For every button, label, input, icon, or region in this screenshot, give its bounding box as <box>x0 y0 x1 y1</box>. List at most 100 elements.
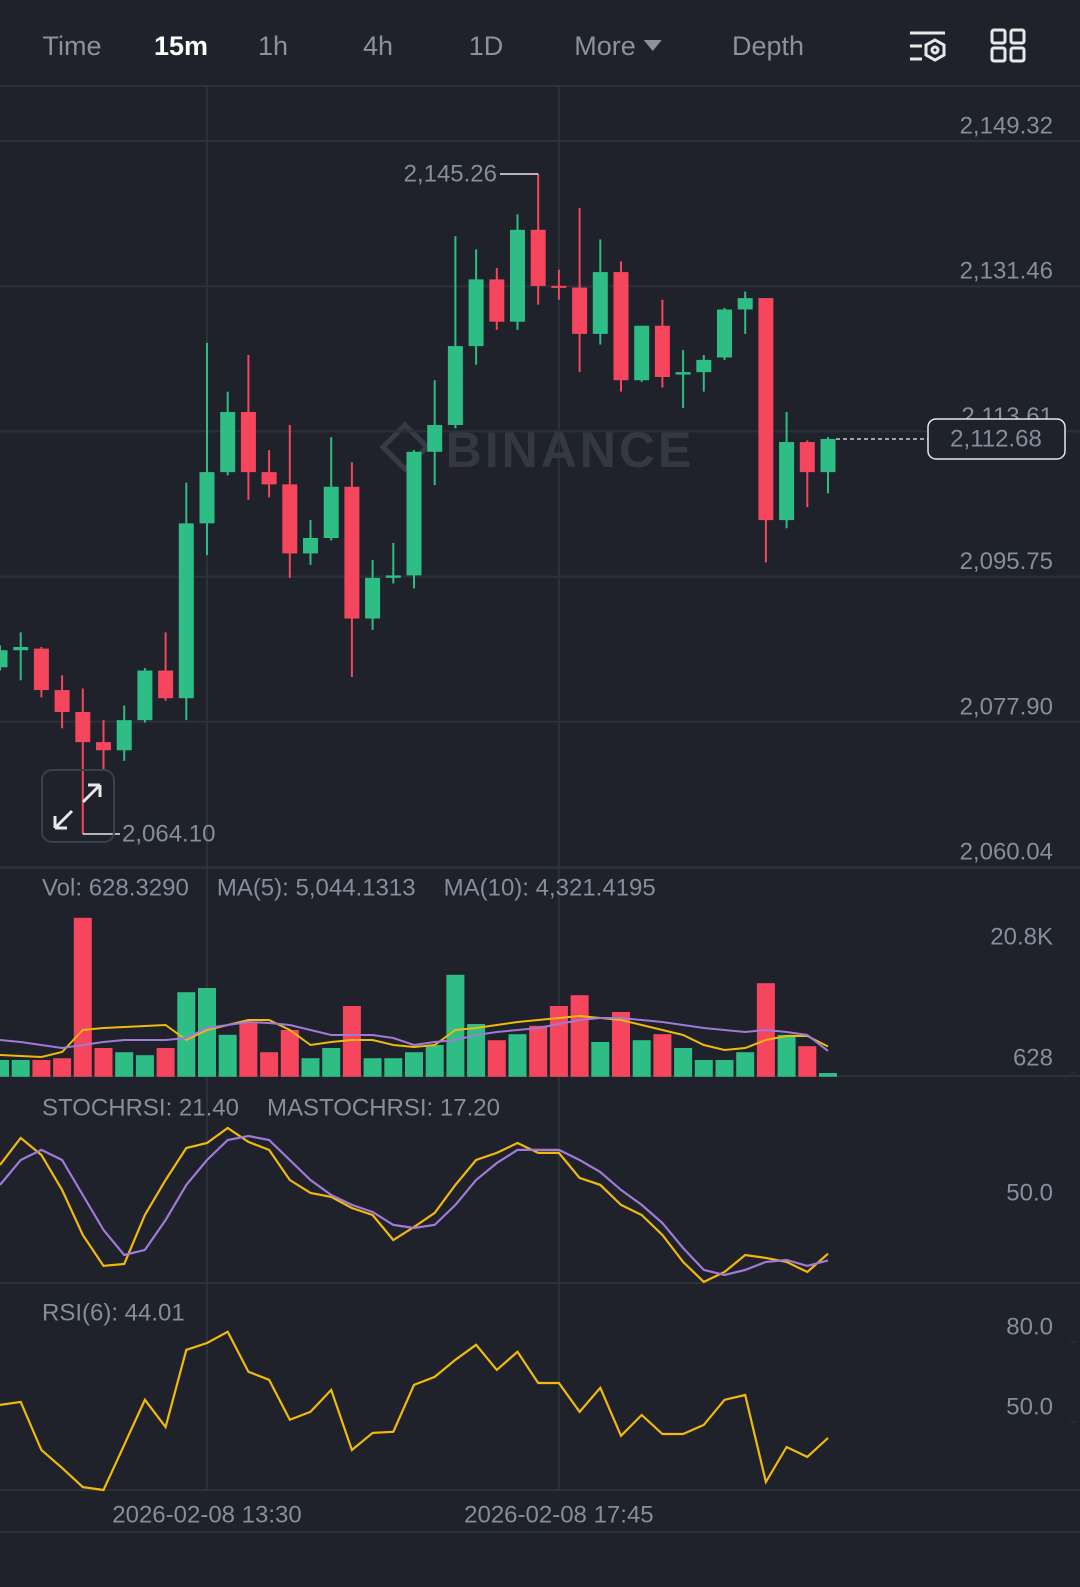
y-tick-label: 2,095.75 <box>960 548 1053 575</box>
candle-body <box>199 472 215 524</box>
max-label: 2,145.26 <box>404 161 497 188</box>
y-tick-label: 2,077.90 <box>960 693 1053 720</box>
candle-body <box>758 298 774 521</box>
y-tick-label: 80.0 <box>1006 1313 1053 1340</box>
volume-bar <box>674 1048 693 1077</box>
volume-bar <box>363 1058 382 1077</box>
candle-body <box>385 575 401 578</box>
legend-entry: MA(10): 4,321.4195 <box>444 875 656 902</box>
candle-body <box>75 712 91 743</box>
min-label: 2,064.10 <box>122 821 215 848</box>
timeframe-tab[interactable]: Time <box>43 31 102 61</box>
timeframe-tab[interactable]: More <box>574 31 636 61</box>
volume-bar <box>570 995 589 1077</box>
candle-body <box>510 229 525 322</box>
candle-body <box>820 438 836 473</box>
volume-bar <box>694 1060 713 1077</box>
y-tick-label: 2,131.46 <box>960 258 1053 285</box>
legend-entry: MASTOCHRSI: 17.20 <box>267 1095 500 1122</box>
volume-bar <box>115 1052 134 1077</box>
volume-bar <box>135 1055 154 1077</box>
volume-bar <box>487 1040 506 1077</box>
indicator-line <box>0 1134 829 1277</box>
indicator-line <box>0 1330 829 1492</box>
candle-body <box>696 359 712 373</box>
volume-bar <box>632 1040 651 1077</box>
timeframe-tabs: Time 15m 1h 4h 1D More Depth <box>43 31 805 61</box>
legend-entry: STOCHRSI: 21.40 <box>42 1095 239 1122</box>
ma-line <box>0 1017 829 1052</box>
volume-bar <box>612 1012 630 1077</box>
volume-bar <box>384 1058 403 1077</box>
volume-bar <box>529 1025 548 1077</box>
candle-body <box>654 325 670 377</box>
volume-bar <box>322 1048 341 1077</box>
candle-body <box>282 484 298 554</box>
candle-body <box>489 279 505 322</box>
candle-body <box>261 472 277 485</box>
candle-body <box>592 272 608 334</box>
candle-body <box>675 372 691 375</box>
volume-bar <box>591 1042 610 1077</box>
timeframe-tab[interactable]: 4h <box>363 31 393 61</box>
volume-bar <box>508 1034 527 1077</box>
watermark-logo <box>379 421 431 473</box>
candle-body <box>344 486 360 619</box>
candle-body <box>158 670 174 699</box>
candle-body <box>178 523 194 699</box>
legend-entry: Vol: 628.3290 <box>42 875 189 902</box>
legend-entry: MA(5): 5,044.1313 <box>217 875 416 902</box>
volume-bar <box>425 1045 444 1077</box>
legend-entry: RSI(6): 44.01 <box>42 1300 185 1327</box>
volume-bar <box>177 992 196 1077</box>
candle-body <box>406 451 422 576</box>
candle-body <box>54 690 70 713</box>
volume-bar <box>446 974 465 1077</box>
candle-body <box>365 577 381 619</box>
plot: 2026-02-08 13:30 2026-02-08 17:45BINANCE2… <box>0 87 1080 1529</box>
expand-button[interactable] <box>41 769 115 843</box>
ma-line <box>0 1014 829 1059</box>
volume-bar <box>715 1060 734 1077</box>
layout-icon[interactable] <box>990 28 1026 63</box>
candle-body <box>634 325 650 381</box>
candle-body <box>717 309 732 358</box>
y-tick-label: 50.0 <box>1006 1179 1053 1206</box>
indicator-settings-icon[interactable] <box>910 31 946 62</box>
y-tick-label: 20.8K <box>990 924 1053 951</box>
candle-body <box>13 646 29 651</box>
candle-body <box>572 287 588 334</box>
volume-bar <box>198 988 216 1077</box>
candle-body <box>468 279 484 347</box>
dropdown-caret <box>643 40 662 51</box>
y-tick-label: 2,149.32 <box>960 112 1053 139</box>
timeframe-tab[interactable]: 1D <box>469 31 504 61</box>
candle-body <box>116 720 132 751</box>
timeframe-tab[interactable]: Depth <box>732 31 804 61</box>
volume-bar <box>53 1058 72 1077</box>
candle-body <box>303 538 318 554</box>
volume-bar <box>94 1048 113 1077</box>
volume-bar <box>467 1024 486 1077</box>
candle-body <box>96 742 111 751</box>
volume-bar <box>239 1022 258 1077</box>
timeframe-tab[interactable]: 1h <box>258 31 288 61</box>
y-tick-label: 628 <box>1013 1045 1053 1072</box>
volume-bar <box>11 1060 30 1077</box>
candle-body <box>551 285 567 288</box>
volume-bar <box>73 917 92 1077</box>
x-tick-label: 2026-02-08 17:45 <box>464 1502 654 1529</box>
volume-bar <box>798 1046 817 1077</box>
volume-bar <box>653 1034 672 1077</box>
x-tick-label: 2026-02-08 13:30 <box>112 1502 302 1529</box>
candle-body <box>137 670 153 721</box>
candle-body <box>240 411 256 473</box>
candle-body <box>0 650 8 668</box>
candle-body <box>779 442 795 521</box>
y-tick-label: 2,060.04 <box>960 839 1053 866</box>
volume-bar <box>32 1060 51 1077</box>
timeframe-tab[interactable]: 15m <box>154 31 208 61</box>
y-tick-label: 50.0 <box>1006 1393 1053 1420</box>
